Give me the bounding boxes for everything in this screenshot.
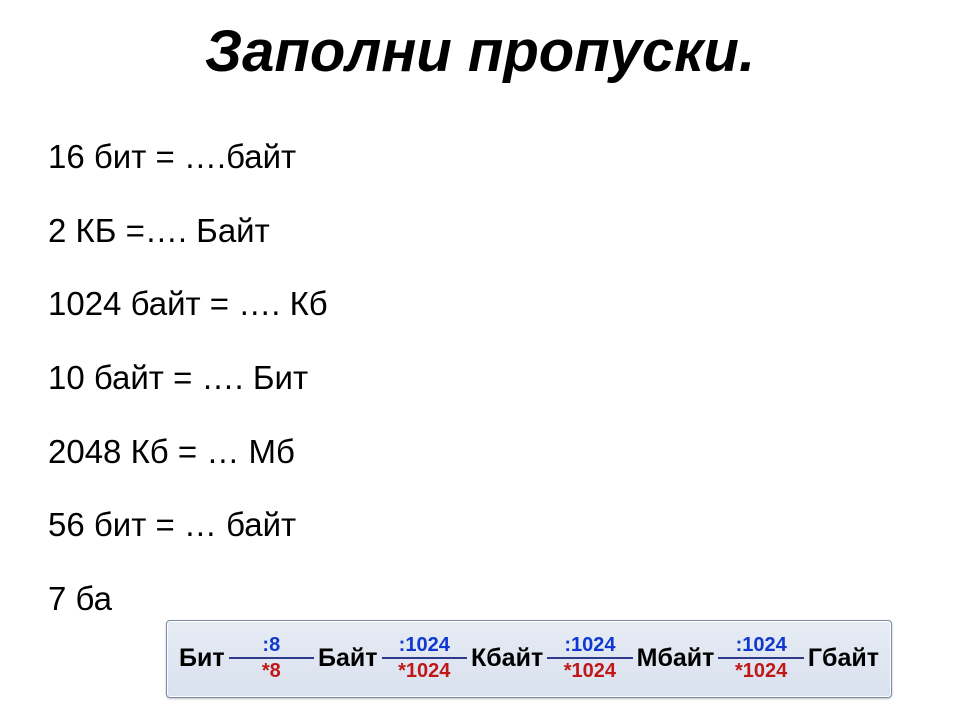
conversion-line xyxy=(547,657,632,659)
list-item: 10 байт = …. Бит xyxy=(48,361,808,396)
conversion-step: :1024 *1024 xyxy=(716,635,805,681)
conversion-ruler-inner: Бит :8 *8 Байт :1024 *1024 Кбайт :1024 *… xyxy=(177,623,881,693)
list-item: 16 бит = ….байт xyxy=(48,140,808,175)
conversion-line xyxy=(229,657,314,659)
divide-op: :1024 xyxy=(736,635,787,655)
list-item: 56 бит = … байт xyxy=(48,508,808,543)
multiply-op: *1024 xyxy=(564,661,616,681)
divide-op: :1024 xyxy=(399,635,450,655)
conversion-ruler: Бит :8 *8 Байт :1024 *1024 Кбайт :1024 *… xyxy=(166,620,892,698)
list-item: 2 КБ =…. Байт xyxy=(48,214,808,249)
divide-op: :1024 xyxy=(564,635,615,655)
unit-label: Кбайт xyxy=(469,644,545,673)
divide-op: :8 xyxy=(262,635,280,655)
unit-label: Бит xyxy=(177,644,227,673)
conversion-line xyxy=(718,657,803,659)
slide: Заполни пропуски. 16 бит = ….байт 2 КБ =… xyxy=(0,0,960,720)
multiply-op: *1024 xyxy=(735,661,787,681)
slide-title: Заполни пропуски. xyxy=(0,18,960,85)
unit-label: Мбайт xyxy=(635,644,717,673)
multiply-op: *1024 xyxy=(398,661,450,681)
unit-label: Байт xyxy=(316,644,380,673)
unit-label: Гбайт xyxy=(806,644,881,673)
conversion-step: :1024 *1024 xyxy=(380,635,469,681)
list-item: 7 ба xyxy=(48,582,808,617)
conversion-step: :1024 *1024 xyxy=(545,635,634,681)
list-item: 1024 байт = …. Кб xyxy=(48,287,808,322)
conversion-step: :8 *8 xyxy=(227,635,316,681)
exercise-list: 16 бит = ….байт 2 КБ =…. Байт 1024 байт … xyxy=(48,140,808,616)
multiply-op: *8 xyxy=(262,661,281,681)
list-item: 2048 Кб = … Мб xyxy=(48,435,808,470)
conversion-line xyxy=(382,657,467,659)
